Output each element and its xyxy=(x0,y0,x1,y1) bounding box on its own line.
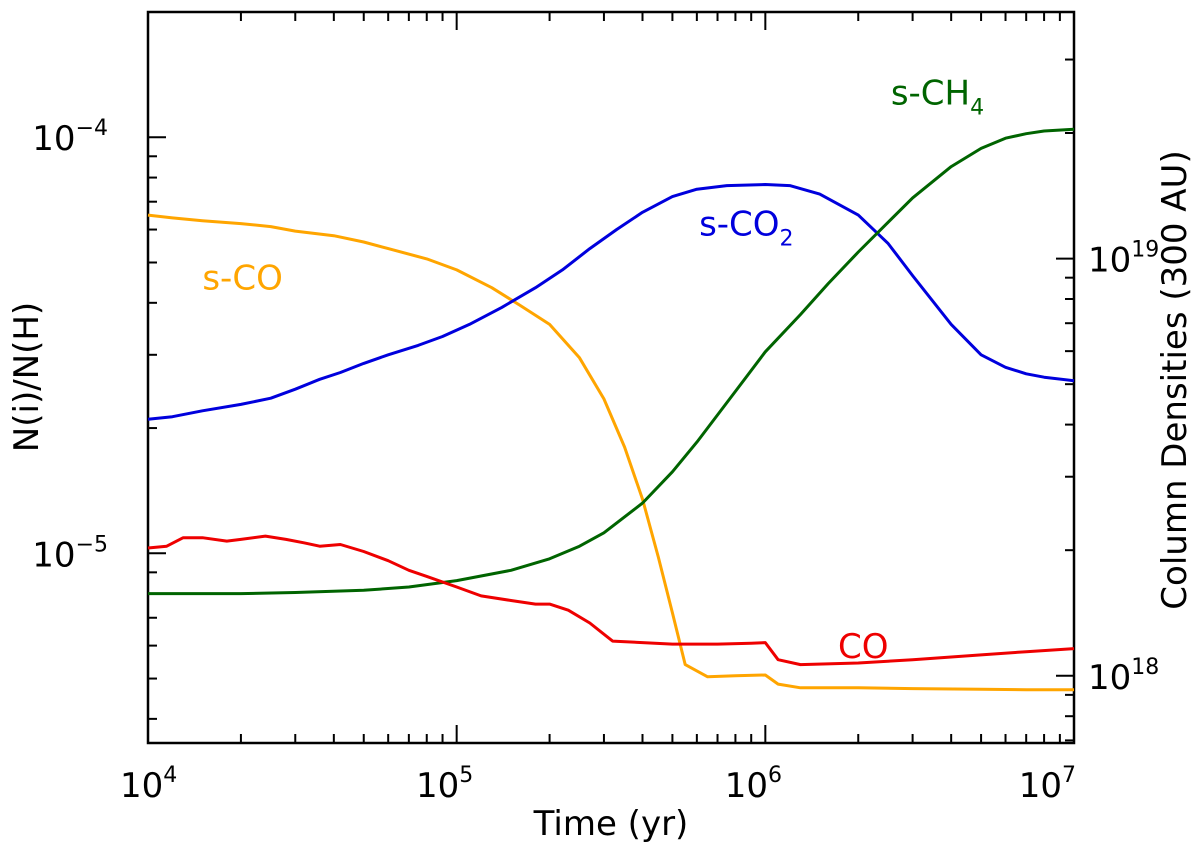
right-y-tick-label: 1019 xyxy=(1088,238,1159,281)
right-y-tick-label: 1018 xyxy=(1088,655,1159,698)
x-tick-label: 104 xyxy=(120,763,177,806)
series-annotations: s-CO s-CO2 s-CH4 CO xyxy=(202,73,984,667)
series-line-s-co2 xyxy=(147,183,1075,421)
right-y-axis-title: Column Densities (300 AU) xyxy=(1155,150,1195,609)
series-line-co xyxy=(147,534,1075,667)
x-tick-label: 107 xyxy=(1019,763,1076,806)
series-line-s-co xyxy=(147,213,1074,692)
series-lines xyxy=(147,127,1075,692)
axis-ticks xyxy=(147,11,1075,743)
series-line-s-ch4 xyxy=(148,127,1075,596)
x-axis-title: Time (yr) xyxy=(533,804,689,844)
x-tick-label: 105 xyxy=(416,763,473,806)
label-co: CO xyxy=(838,627,889,667)
x-tick-label: 106 xyxy=(725,763,782,806)
label-s-co2: s-CO2 xyxy=(699,205,793,252)
y-tick-label: 10−4 xyxy=(32,116,108,159)
plot-frame xyxy=(146,10,1076,745)
label-s-co: s-CO xyxy=(202,259,282,299)
y-axis-title: N(i)/N(H) xyxy=(7,302,47,452)
label-s-ch4: s-CH4 xyxy=(891,73,984,120)
y-tick-label: 10−5 xyxy=(32,532,108,575)
